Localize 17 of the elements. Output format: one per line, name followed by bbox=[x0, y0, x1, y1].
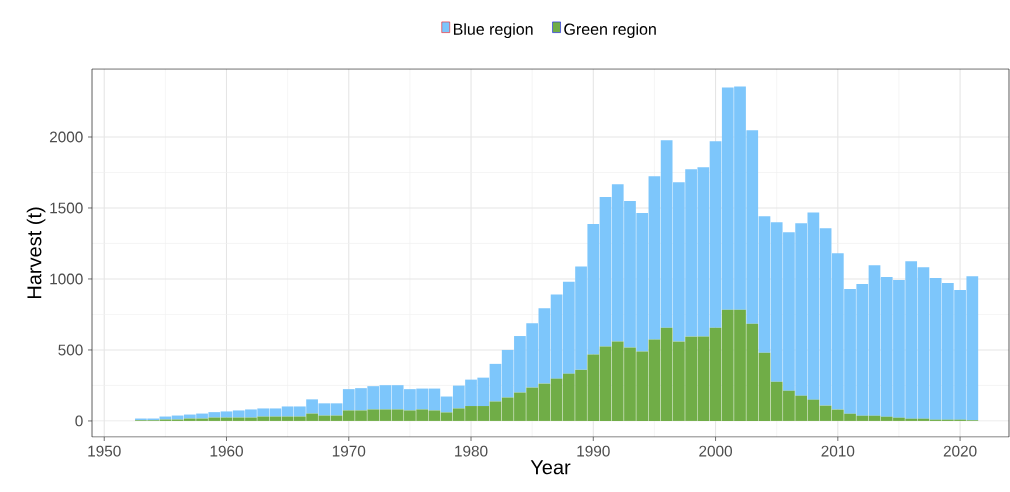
y-axis-title: Harvest (t) bbox=[26, 207, 46, 299]
y-tick-label: 0 bbox=[75, 415, 83, 427]
y-tick-label: 1500 bbox=[50, 202, 83, 214]
x-axis-title: Year bbox=[530, 460, 571, 475]
x-tick-label: 1990 bbox=[577, 445, 610, 457]
y-tick-label: 2000 bbox=[49, 131, 83, 143]
y-tick-label: 1000 bbox=[50, 273, 83, 285]
y-tick-label: 500 bbox=[58, 344, 83, 356]
x-tick-label: 1950 bbox=[88, 445, 121, 457]
x-tick-label: 2000 bbox=[699, 445, 732, 457]
x-tick-label: 1980 bbox=[455, 445, 488, 457]
x-tick-label: 1960 bbox=[210, 445, 243, 457]
x-tick-label: 2020 bbox=[943, 445, 977, 457]
legend-label: Blue region bbox=[453, 23, 533, 39]
x-tick-label: 1970 bbox=[332, 445, 366, 457]
x-tick-label: 2010 bbox=[821, 445, 855, 457]
legend-label: Green region bbox=[564, 23, 656, 39]
